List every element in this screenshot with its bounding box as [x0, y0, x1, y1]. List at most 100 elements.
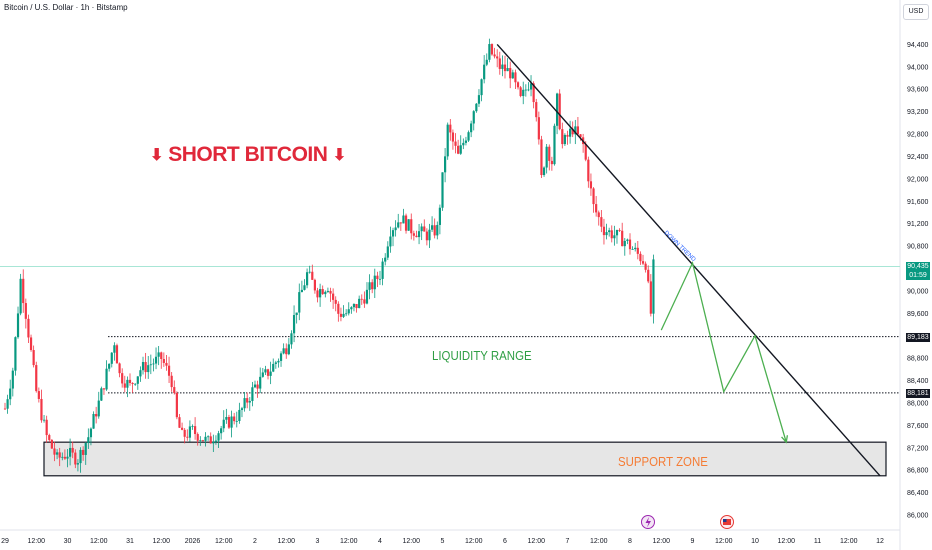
candle-body [485, 59, 488, 65]
candle-body [6, 399, 9, 409]
price-tick-label: 93,200 [907, 109, 929, 116]
price-tick-label: 87,600 [907, 423, 929, 430]
candle-body [501, 64, 504, 69]
current-price-tag: 90,435 01:59 [906, 262, 930, 280]
candle-body [621, 230, 624, 247]
candle-body [227, 417, 231, 428]
candle-body [415, 235, 418, 238]
time-tick-label: 12:00 [90, 538, 108, 545]
candle-body [79, 449, 82, 464]
time-tick-label: 12:00 [277, 538, 295, 545]
candle-body [558, 93, 561, 130]
candle-body [595, 204, 598, 213]
time-tick-label: 12:00 [777, 538, 795, 545]
candle-body [493, 54, 496, 57]
price-tick-label: 90,000 [907, 288, 929, 295]
time-tick-label: 12:00 [27, 538, 45, 545]
candle-body [63, 456, 66, 459]
candle-body [378, 278, 382, 280]
time-tick-label: 12:00 [590, 538, 608, 545]
candle-body [436, 224, 439, 236]
candle-body [391, 230, 395, 237]
candle-body [183, 429, 186, 437]
candle-body [467, 132, 470, 141]
candle-body [553, 125, 556, 165]
candle-body [311, 271, 314, 280]
candle-body [561, 129, 564, 145]
candle-body [407, 219, 410, 231]
candle-body [277, 360, 280, 363]
candle-body [449, 124, 452, 133]
candle-body [329, 290, 332, 294]
candle-body [71, 447, 74, 453]
candle-body [587, 159, 590, 182]
candle-body [511, 72, 514, 79]
upper-line-price-tag: 89,183 [906, 333, 930, 342]
candle-body [152, 363, 155, 365]
candle-body [173, 387, 176, 394]
candle-body [423, 226, 426, 232]
candle-body [11, 370, 14, 389]
candle-body [58, 452, 61, 458]
price-tick-label: 90,800 [907, 244, 929, 251]
candle-body [48, 435, 51, 440]
time-tick-label: 9 [691, 538, 695, 545]
price-axis[interactable]: 94,400 94,000 93,600 93,200 92,800 92,400 92,0… [907, 42, 929, 520]
candle-body [524, 89, 527, 91]
candle-body [394, 227, 397, 231]
projection-path [660, 260, 787, 443]
candle-body [201, 440, 205, 442]
candle-body [53, 448, 56, 455]
candle-body [303, 285, 306, 290]
candle-body [386, 246, 389, 258]
candle-body [105, 368, 108, 390]
candle-body [222, 419, 225, 429]
candle-body [649, 281, 652, 314]
candle-body [618, 229, 621, 231]
candle-body [279, 353, 283, 361]
candle-body [514, 72, 517, 83]
candle-body [16, 313, 20, 338]
price-tick-label: 89,600 [907, 311, 929, 318]
candle-body [326, 290, 330, 292]
candle-body [503, 64, 507, 72]
candle-body [55, 452, 59, 455]
short-bitcoin-text: SHORT BITCOIN [168, 143, 328, 166]
candle-body [287, 344, 290, 355]
candle-body [623, 240, 626, 247]
candle-body [170, 375, 173, 388]
currency-label[interactable]: USD [903, 4, 929, 20]
price-tick-label: 94,000 [907, 64, 929, 71]
candle-body [358, 298, 361, 309]
time-tick-label: 2026 [185, 538, 201, 545]
candle-body [404, 215, 408, 231]
candle-body [191, 426, 194, 427]
candle-body [272, 363, 275, 372]
price-tick-label: 91,200 [907, 221, 929, 228]
price-tick-label: 92,400 [907, 154, 929, 161]
price-tick-label: 88,400 [907, 378, 929, 385]
symbol-title[interactable]: Bitcoin / U.S. Dollar · 1h · Bitstamp [4, 3, 128, 12]
price-tick-label: 88,800 [907, 356, 929, 363]
candle-body [209, 436, 212, 444]
candle-body [339, 313, 343, 317]
candle-body [477, 95, 481, 104]
candle-body [313, 279, 316, 291]
candle-body [178, 417, 181, 428]
candle-body [292, 315, 296, 334]
candle-body [162, 359, 165, 363]
candle-body [126, 379, 129, 388]
candle-body [433, 225, 436, 236]
projection-arrowhead [781, 435, 789, 444]
candle-body [540, 139, 543, 176]
candle-body [605, 232, 608, 236]
candle-body [196, 434, 199, 441]
candle-body [636, 247, 639, 254]
candle-body [238, 409, 241, 421]
candle-body [576, 126, 580, 135]
candle-body [579, 134, 582, 138]
time-axis[interactable]: 29 12:00 30 12:00 31 12:00 2026 12:00 2 12:00 3 12:… [1, 515, 884, 546]
candle-body [613, 235, 616, 239]
